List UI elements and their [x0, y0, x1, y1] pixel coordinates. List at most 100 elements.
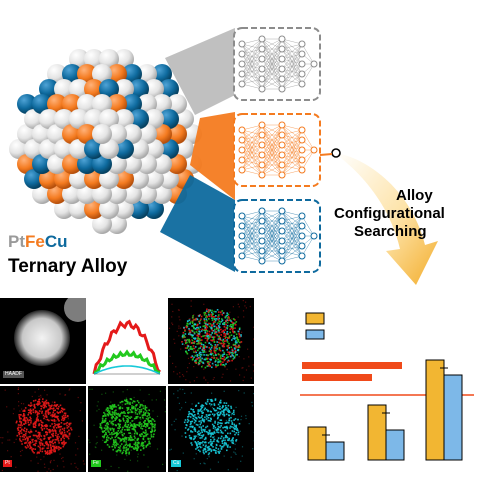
atom [62, 154, 82, 174]
haadf-label: HAADF [3, 371, 24, 378]
bar-chart [300, 312, 474, 461]
atom [84, 199, 104, 219]
atom [92, 94, 112, 114]
pt-tag: Pt [3, 460, 12, 467]
atom [129, 199, 149, 219]
atom [99, 199, 119, 219]
atom [159, 169, 179, 189]
brand-pt: Pt [8, 232, 25, 251]
atom [144, 199, 164, 219]
cu-map-panel: Cu [168, 386, 254, 472]
atom [114, 79, 134, 99]
search-arrow [320, 148, 438, 285]
atom [32, 154, 52, 174]
neural-network-blue [233, 199, 321, 273]
atom [47, 154, 67, 174]
atom [144, 79, 164, 99]
atom [77, 124, 97, 144]
atom [174, 139, 194, 159]
atom [137, 184, 157, 204]
atom [54, 109, 74, 129]
atom [129, 109, 149, 129]
legend-swatch-series-1 [305, 312, 325, 325]
atom [77, 184, 97, 204]
atom [69, 139, 89, 159]
atom [159, 109, 179, 129]
bar-series-1-C [425, 359, 445, 461]
linescan-panel [88, 298, 166, 384]
atom [107, 154, 127, 174]
atom [122, 184, 142, 204]
atom [114, 199, 134, 219]
atom [107, 124, 127, 144]
atom [47, 124, 67, 144]
atom [47, 184, 67, 204]
atom [62, 64, 82, 84]
atom [159, 79, 179, 99]
haadf-panel: HAADF [0, 298, 86, 384]
search-label-3: Searching [354, 223, 427, 240]
atom [77, 154, 97, 174]
atom [152, 184, 172, 204]
atom [39, 109, 59, 129]
atom [114, 49, 134, 69]
atom [167, 94, 187, 114]
legend-swatch-series-2 [305, 329, 325, 340]
atom [54, 139, 74, 159]
alloy-subtitle: Ternary Alloy [8, 256, 128, 277]
atom [114, 109, 134, 129]
cu-tag: Cu [171, 460, 182, 467]
atom [144, 169, 164, 189]
atom [152, 94, 172, 114]
atom [167, 154, 187, 174]
atom [137, 154, 157, 174]
atom [144, 139, 164, 159]
atom [84, 49, 104, 69]
atom [99, 169, 119, 189]
atom [32, 184, 52, 204]
atom [77, 64, 97, 84]
atom [129, 79, 149, 99]
brand-cu: Cu [44, 232, 68, 251]
atom [107, 214, 127, 234]
atom [62, 94, 82, 114]
atom [137, 64, 157, 84]
search-label-1: Alloy [396, 187, 433, 204]
atom [39, 79, 59, 99]
atom [69, 109, 89, 129]
atom [114, 139, 134, 159]
brand-fe: Fe [25, 232, 45, 251]
atom [167, 124, 187, 144]
atom [122, 154, 142, 174]
atom [84, 139, 104, 159]
atom [92, 64, 112, 84]
atom [69, 169, 89, 189]
connector-shapes [160, 28, 235, 272]
atom [84, 109, 104, 129]
bar-series-2-A [325, 441, 345, 461]
atom [107, 64, 127, 84]
bar-series-2-B [385, 429, 405, 461]
atom [17, 94, 37, 114]
pt-map-panel: Pt [0, 386, 86, 472]
atom [17, 154, 37, 174]
atom [39, 169, 59, 189]
atom [62, 124, 82, 144]
alloy-formula: PtFeCu [8, 232, 68, 252]
atom [107, 94, 127, 114]
atom [122, 124, 142, 144]
atom [107, 184, 127, 204]
fe-map-panel: Fe [88, 386, 166, 472]
search-label-2: Configurational [334, 205, 445, 222]
atom [77, 94, 97, 114]
atom [32, 94, 52, 114]
atom [174, 109, 194, 129]
atom [114, 169, 134, 189]
atom [24, 109, 44, 129]
neural-network-orange [233, 113, 321, 187]
atom [99, 49, 119, 69]
atom [32, 124, 52, 144]
bar-series-2-C [443, 374, 463, 461]
atom [24, 169, 44, 189]
atom [99, 79, 119, 99]
